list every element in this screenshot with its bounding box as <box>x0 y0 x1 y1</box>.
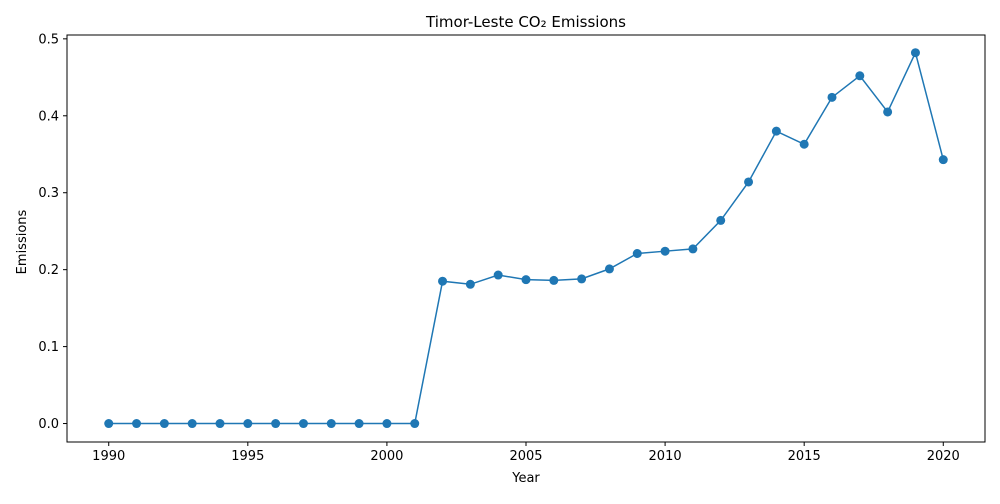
data-point <box>744 177 754 187</box>
data-point <box>326 419 336 429</box>
x-axis-label: Year <box>511 471 540 486</box>
data-point <box>855 71 865 81</box>
data-point <box>298 419 308 429</box>
data-point <box>271 419 281 429</box>
data-point <box>632 249 642 258</box>
data-point <box>771 126 781 136</box>
plot-frame <box>66 34 986 443</box>
data-point <box>716 215 726 225</box>
data-point <box>938 155 948 165</box>
data-point <box>521 275 531 285</box>
y-tick-label: 0.2 <box>38 263 59 278</box>
data-point <box>159 419 169 429</box>
y-tick-label: 0.3 <box>38 186 59 201</box>
x-tick-label: 1990 <box>92 449 125 464</box>
x-tick-label: 2000 <box>370 449 403 464</box>
data-point <box>354 419 364 429</box>
data-point <box>104 419 114 429</box>
data-point <box>215 419 225 429</box>
x-axis-ticks: 1990 1995 2000 2005 2010 2015 2020 <box>92 442 960 464</box>
x-tick-label: 2020 <box>927 449 960 464</box>
y-axis-ticks: 0.0 0.1 0.2 0.3 0.4 0.5 <box>38 32 67 432</box>
data-point <box>660 246 670 256</box>
data-point <box>688 244 698 254</box>
data-point <box>132 419 142 429</box>
data-point <box>910 48 920 58</box>
y-tick-label: 0.1 <box>38 340 59 355</box>
data-point <box>438 276 448 286</box>
y-tick-label: 0.4 <box>38 109 59 124</box>
x-tick-label: 2010 <box>649 449 682 464</box>
y-tick-label: 0.0 <box>38 417 59 432</box>
data-point <box>827 92 837 102</box>
data-point <box>243 419 253 429</box>
data-point <box>382 419 392 429</box>
y-tick-label: 0.5 <box>38 32 59 47</box>
data-point <box>799 139 809 149</box>
x-tick-label: 2015 <box>788 449 821 464</box>
series-line <box>108 50 944 425</box>
data-point <box>883 107 893 117</box>
data-point <box>465 279 475 289</box>
x-tick-label: 1995 <box>231 449 264 464</box>
x-tick-label: 2005 <box>509 449 542 464</box>
data-point <box>493 270 503 280</box>
y-axis-label: Emissions <box>15 209 30 274</box>
series-layer <box>104 48 948 429</box>
data-point <box>604 264 614 274</box>
data-point <box>549 275 559 285</box>
data-point <box>577 274 587 284</box>
data-point <box>410 419 420 429</box>
data-point <box>187 419 197 429</box>
chart-title: Timor-Leste CO₂ Emissions <box>425 13 626 31</box>
